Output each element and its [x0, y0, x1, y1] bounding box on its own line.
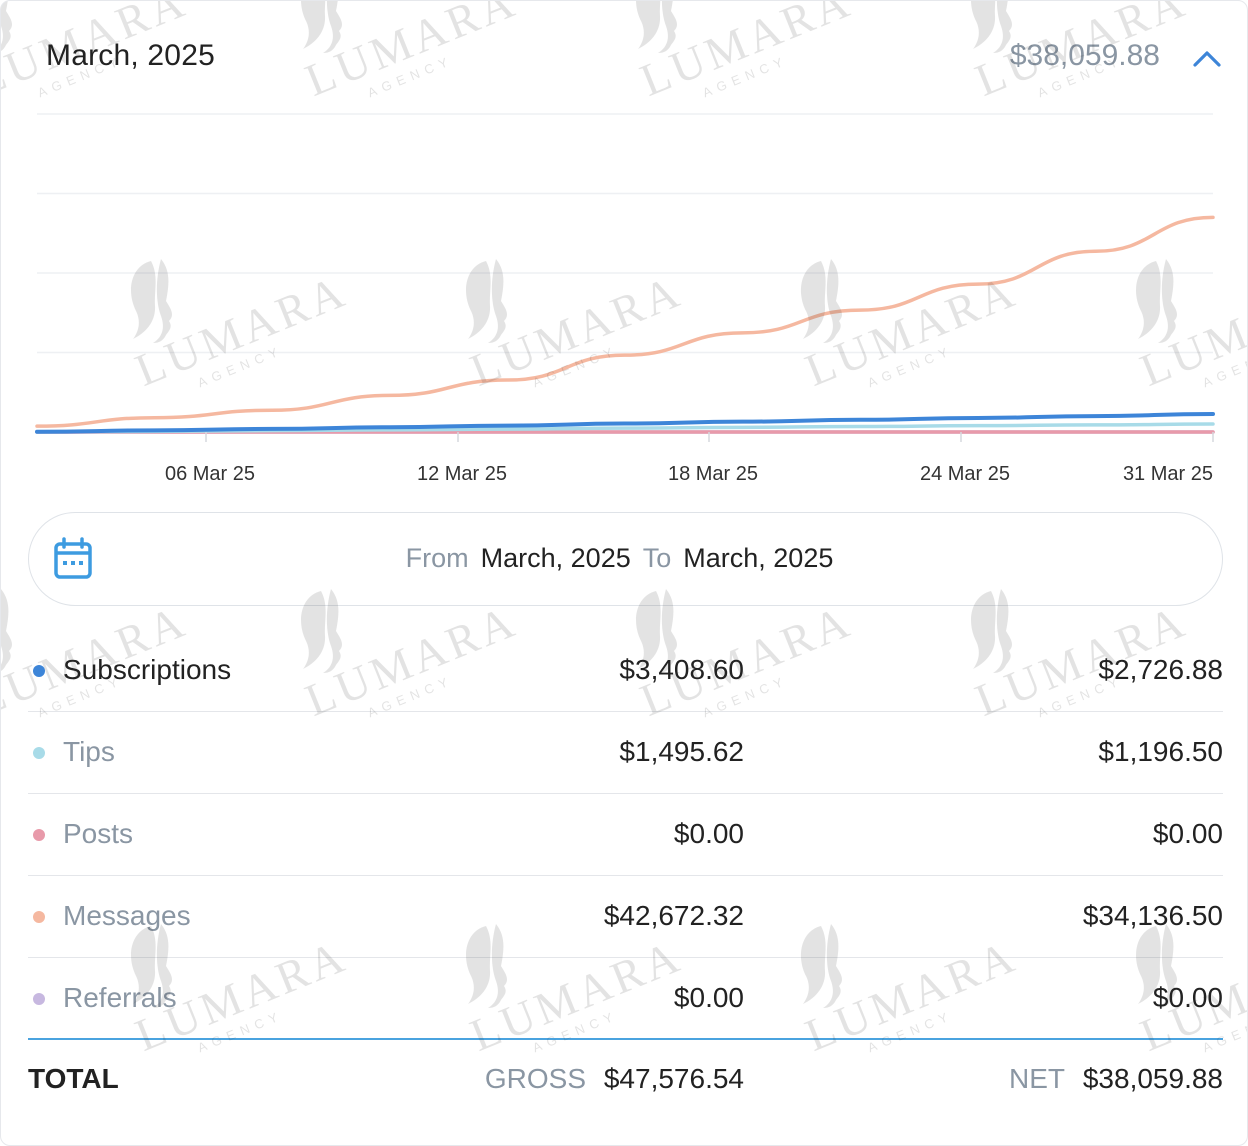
row-label: Posts	[63, 818, 134, 849]
tips-dot-icon	[33, 747, 45, 759]
row-net-value: $0.00	[1152, 982, 1223, 1013]
calendar-icon	[53, 537, 93, 581]
row-net-value: $1,196.50	[1098, 736, 1223, 767]
row-net-value: $2,726.88	[1098, 654, 1223, 685]
x-tick-label: 06 Mar 25	[165, 463, 255, 485]
row-net-value: $0.00	[1152, 818, 1223, 849]
row-gross-value: $0.00	[673, 818, 744, 849]
gross-label: GROSS	[484, 1063, 586, 1094]
subscriptions-dot-icon	[33, 665, 45, 677]
svg-text:AGENCY: AGENCY	[700, 52, 790, 100]
earnings-row-messages[interactable]: Messages $42,672.32 $34,136.50	[28, 876, 1223, 958]
total-label: TOTAL	[28, 1063, 119, 1094]
row-gross-value: $0.00	[673, 982, 744, 1013]
series-line-messages	[35, 215, 1215, 428]
total-row: TOTAL GROSS $47,576.54 NET $38,059.88	[28, 1063, 1223, 1103]
earnings-row-tips[interactable]: Tips $1,495.62 $1,196.50	[28, 712, 1223, 794]
row-label: Subscriptions	[63, 654, 232, 685]
svg-text:AGENCY: AGENCY	[365, 52, 455, 100]
row-net-value: $34,136.50	[1082, 900, 1223, 931]
row-label: Messages	[63, 900, 191, 931]
range-to-label: To	[642, 543, 672, 573]
row-gross-value: $3,408.60	[619, 654, 744, 685]
series-line-subscriptions	[35, 411, 1215, 434]
range-to-value: March, 2025	[683, 543, 834, 573]
svg-text:LUMARA: LUMARA	[298, 1, 524, 106]
earnings-row-subscriptions[interactable]: Subscriptions $3,408.60 $2,726.88	[28, 630, 1223, 712]
range-from-label: From	[405, 543, 469, 573]
x-tick-label: 24 Mar 25	[920, 463, 1010, 485]
period-title: March, 2025	[46, 39, 215, 72]
period-total-amount: $38,059.88	[1009, 39, 1160, 72]
posts-dot-icon	[33, 829, 45, 841]
messages-dot-icon	[33, 911, 45, 923]
x-tick-label: 12 Mar 25	[417, 463, 507, 485]
net-total-value: $38,059.88	[1082, 1063, 1223, 1094]
range-from-value: March, 2025	[480, 543, 631, 573]
earnings-line-chart: 06 Mar 25 12 Mar 25 18 Mar 25 24 Mar 25 31 M…	[35, 113, 1215, 485]
net-label: NET	[1009, 1063, 1065, 1094]
referrals-dot-icon	[33, 993, 45, 1005]
date-range-picker[interactable]: From March, 2025 To March, 2025	[28, 512, 1223, 606]
row-gross-value: $1,495.62	[619, 736, 744, 767]
row-label: Referrals	[63, 982, 177, 1013]
gross-total-value: $47,576.54	[603, 1063, 744, 1094]
date-range-text: From March, 2025 To March, 2025	[29, 543, 1222, 574]
svg-text:LUMARA: LUMARA	[633, 1, 859, 106]
row-label: Tips	[63, 736, 115, 767]
row-gross-value: $42,672.32	[603, 900, 744, 931]
x-tick-label: 31 Mar 25	[1123, 463, 1213, 485]
chevron-up-icon[interactable]	[1189, 41, 1225, 77]
x-tick-label: 18 Mar 25	[668, 463, 758, 485]
earnings-row-referrals[interactable]: Referrals $0.00 $0.00	[28, 958, 1223, 1040]
earnings-row-posts[interactable]: Posts $0.00 $0.00	[28, 794, 1223, 876]
earnings-breakdown-list: Subscriptions $3,408.60 $2,726.88 Tips $…	[28, 630, 1223, 1040]
